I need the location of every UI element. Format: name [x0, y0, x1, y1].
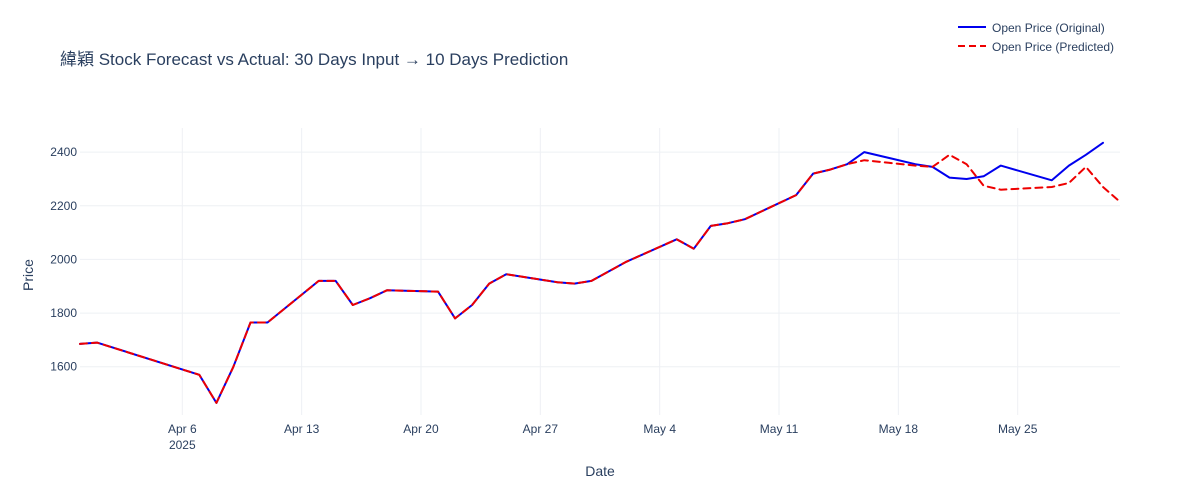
x-tick-sublabel: 2025	[169, 438, 196, 452]
x-tick-label: May 4	[643, 422, 676, 436]
x-tick-label: May 25	[998, 422, 1038, 436]
x-tick-label: Apr 20	[403, 422, 439, 436]
series-line-predicted[interactable]	[79, 153, 1121, 404]
x-tick-label: Apr 27	[523, 422, 559, 436]
y-axis-ticks: 1600 1800 2000 2200 2400	[50, 145, 77, 374]
y-tick-label: 2200	[50, 199, 77, 213]
series-line-original[interactable]	[79, 141, 1104, 404]
x-tick-label: Apr 13	[284, 422, 320, 436]
legend[interactable]: Open Price (Original) Open Price (Predic…	[958, 21, 1114, 54]
y-tick-label: 2400	[50, 145, 77, 159]
chart-title: 緯穎 Stock Forecast vs Actual: 30 Days Inp…	[60, 50, 568, 69]
y-axis-title: Price	[20, 259, 36, 291]
grid-lines	[80, 128, 1120, 415]
x-tick-label: Apr 6	[168, 422, 197, 436]
series-lines	[79, 141, 1121, 404]
x-tick-label: May 11	[760, 422, 799, 436]
y-tick-label: 1800	[50, 306, 77, 320]
y-tick-label: 1600	[50, 360, 77, 374]
x-axis-ticks: Apr 6 2025 Apr 13 Apr 20 Apr 27 May 4 May 11 Ma…	[168, 422, 1038, 452]
legend-label-predicted: Open Price (Predicted)	[992, 40, 1114, 54]
legend-label-original: Open Price (Original)	[992, 21, 1105, 35]
x-tick-label: May 18	[879, 422, 919, 436]
y-tick-label: 2000	[50, 252, 77, 266]
legend-item-original[interactable]: Open Price (Original)	[958, 21, 1105, 35]
x-axis-title: Date	[585, 463, 615, 479]
legend-item-predicted[interactable]: Open Price (Predicted)	[958, 40, 1114, 54]
